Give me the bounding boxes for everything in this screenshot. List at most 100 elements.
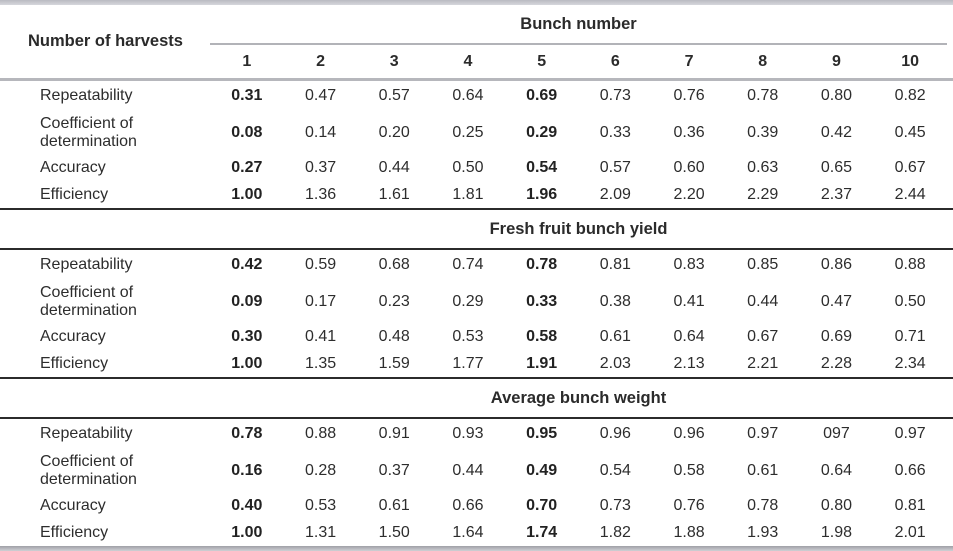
value-cell: 1.81 (452, 185, 484, 203)
value-cell: 0.50 (894, 292, 926, 310)
value-cell: 1.96 (526, 185, 558, 203)
value-cell: 0.30 (231, 328, 263, 345)
value-cell: 0.76 (673, 86, 705, 104)
section-title: Average bunch weight (490, 388, 667, 407)
value-cell: 1.61 (378, 185, 410, 203)
column-header: 1 (242, 52, 252, 70)
section-title-spacer (0, 210, 210, 248)
row-label: Repeatability (40, 424, 133, 442)
value-cell: 0.44 (452, 461, 484, 479)
value-cell: 0.36 (673, 123, 705, 141)
section-title: Fresh fruit bunch yield (489, 219, 668, 238)
value-cell: 0.80 (820, 86, 853, 104)
value-cell: 0.76 (673, 497, 705, 514)
value-cell: 0.64 (452, 86, 484, 104)
value-cell: 0.09 (231, 292, 263, 310)
column-header: 4 (463, 52, 473, 70)
value-cell: 2.09 (599, 185, 631, 203)
value-cell: 0.42 (231, 255, 263, 273)
value-cell: 0.96 (673, 424, 705, 442)
row-label: Coefficient of determination (40, 452, 137, 488)
value-cell: 2.20 (673, 185, 705, 203)
section-title-row: Average bunch weight (0, 379, 953, 417)
table-row: Repeatability 0.78 0.88 0.91 0.93 0.95 0.96 0.9… (0, 419, 953, 448)
value-cell: 1.93 (747, 523, 779, 541)
table-row: Accuracy 0.40 0.53 0.61 0.66 0.70 0.73 0.76 0.78… (0, 493, 953, 519)
table-row: Coefficient of determination 0.09 0.17 0.23… (0, 279, 953, 324)
value-cell: 1.00 (231, 185, 263, 203)
value-cell: 0.47 (304, 86, 337, 104)
value-cell: 0.58 (673, 461, 705, 479)
table-row: Efficiency 1.00 1.35 1.59 1.77 1.91 2.03 2.13 2.… (0, 350, 953, 377)
section-divider (0, 208, 953, 210)
row-label: Repeatability (40, 255, 133, 273)
column-header: 5 (537, 52, 547, 70)
top-rule (0, 0, 953, 5)
section-divider (0, 377, 953, 379)
value-cell: 1.74 (526, 523, 558, 541)
row-label: Coefficient of determination (40, 283, 137, 319)
value-cell: 0.78 (747, 497, 779, 514)
value-cell: 0.93 (452, 424, 484, 442)
row-label: Efficiency (40, 185, 109, 203)
value-cell: 0.53 (304, 497, 337, 514)
value-cell: 0.27 (231, 159, 263, 176)
value-cell: 0.73 (599, 86, 631, 104)
value-cell: 0.42 (820, 123, 853, 141)
table-row: Repeatability 0.31 0.47 0.57 0.64 0.69 0.73 0.7… (0, 81, 953, 110)
value-cell: 0.57 (599, 159, 631, 176)
value-cell: 0.61 (378, 497, 410, 514)
header-columns-area: Bunch number 1 2 3 4 5 6 7 8 9 10 (210, 5, 953, 78)
value-cell: 0.67 (894, 159, 926, 176)
column-header: 2 (316, 52, 325, 70)
column-header: 8 (758, 52, 768, 70)
value-cell: 0.28 (304, 461, 337, 479)
column-header: 10 (901, 52, 920, 70)
section-rows: Repeatability 0.78 0.88 0.91 0.93 0.95 0.96 0.9… (0, 419, 953, 546)
value-cell: 0.39 (747, 123, 779, 141)
value-cell: 0.54 (599, 461, 631, 479)
value-cell: 1.00 (231, 523, 263, 541)
value-cell: 0.29 (526, 123, 558, 141)
section-rows: Repeatability 0.31 0.47 0.57 0.64 0.69 0.73 0.7… (0, 81, 953, 208)
value-cell: 0.60 (673, 159, 705, 176)
value-cell: 0.29 (452, 292, 484, 310)
value-cell: 1.00 (231, 354, 263, 372)
value-cell: 0.64 (673, 328, 705, 345)
row-label: Accuracy (40, 159, 106, 177)
section-rows: Repeatability 0.42 0.59 0.68 0.74 0.78 0.81 0.8… (0, 250, 953, 377)
value-cell: 1.31 (304, 523, 337, 541)
value-cell: 0.69 (820, 328, 853, 345)
value-cell: 0.88 (894, 255, 926, 273)
value-cell: 0.81 (599, 255, 631, 273)
value-cell: 2.29 (747, 185, 779, 203)
corner-header-label: Number of harvests (28, 32, 183, 50)
value-cell: 1.88 (673, 523, 705, 541)
value-cell: 0.66 (894, 461, 926, 479)
value-cell: 0.74 (452, 255, 484, 273)
row-label: Repeatability (40, 86, 133, 104)
span-header-label: Bunch number (520, 14, 637, 33)
header-bottom-rule (0, 78, 953, 81)
table-row: Coefficient of determination 0.16 0.28 0.37… (0, 448, 953, 493)
table-row: Coefficient of determination 0.08 0.14 0.20… (0, 110, 953, 155)
value-cell: 1.64 (452, 523, 484, 541)
value-cell: 0.54 (526, 159, 558, 176)
value-cell: 0.59 (304, 255, 337, 273)
value-cell: 0.57 (378, 86, 410, 104)
bottom-rule (0, 546, 953, 551)
row-label: Accuracy (40, 497, 106, 515)
row-label: Coefficient of determination (40, 114, 137, 150)
value-cell: 0.45 (894, 123, 926, 141)
table-row: Efficiency 1.00 1.31 1.50 1.64 1.74 1.82 1.88 1.… (0, 519, 953, 546)
value-cell: 0.47 (820, 292, 853, 310)
value-cell: 0.40 (231, 497, 263, 514)
value-cell: 0.23 (378, 292, 410, 310)
value-cell: 0.67 (747, 328, 779, 345)
value-cell: 0.48 (378, 328, 410, 345)
value-cell: 0.33 (599, 123, 631, 141)
value-cell: 2.34 (894, 354, 926, 372)
value-cell: 0.81 (894, 497, 926, 514)
table-row: Repeatability 0.42 0.59 0.68 0.74 0.78 0.81 0.8… (0, 250, 953, 279)
